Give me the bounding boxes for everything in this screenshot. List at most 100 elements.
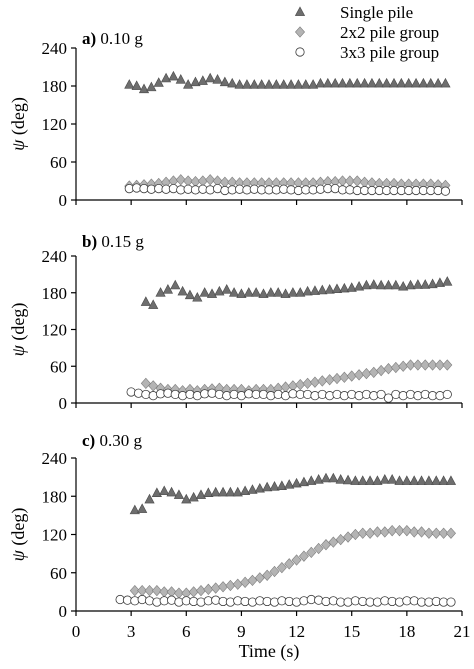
data-point-single-pile — [219, 76, 230, 87]
data-point-2x2-pile-group — [368, 366, 379, 379]
y-tick-label: 240 — [42, 449, 68, 468]
y-tick-label: 240 — [42, 247, 68, 266]
y-axis-title: ψ (deg) — [8, 508, 29, 562]
data-point-single-pile — [306, 475, 317, 485]
data-point-single-pile — [339, 282, 350, 293]
data-point-single-pile — [330, 77, 341, 88]
data-point-single-pile — [374, 77, 385, 88]
y-tick-label: 0 — [59, 602, 68, 621]
data-point-2x2-pile-group — [276, 561, 287, 574]
data-point-single-pile — [352, 77, 363, 88]
data-point-single-pile — [254, 482, 265, 493]
data-point-single-pile — [271, 79, 282, 89]
data-point-single-pile — [313, 474, 324, 484]
data-point-2x2-pile-group — [423, 527, 434, 539]
legend-label: Single pile — [340, 3, 413, 22]
data-point-single-pile — [140, 296, 151, 306]
data-point-2x2-pile-group — [357, 527, 368, 539]
data-point-2x2-pile-group — [306, 546, 317, 559]
data-point-single-pile — [162, 284, 174, 294]
data-point-single-pile — [228, 287, 240, 297]
data-point-single-pile — [138, 83, 150, 94]
y-tick-label: 120 — [42, 115, 68, 134]
data-point-single-pile — [210, 486, 221, 497]
data-point-single-pile — [203, 487, 214, 497]
data-point-single-pile — [236, 288, 247, 298]
data-point-2x2-pile-group — [332, 372, 343, 385]
data-point-2x2-pile-group — [309, 376, 320, 388]
data-point-single-pile — [445, 475, 457, 485]
data-point-2x2-pile-group — [280, 381, 291, 393]
data-point-single-pile — [315, 77, 326, 88]
data-point-2x2-pile-group — [232, 578, 243, 590]
data-point-single-pile — [431, 475, 442, 485]
data-point-single-pile — [366, 77, 378, 88]
x-tick-label: 3 — [127, 622, 136, 641]
data-point-3x3-pile-group — [376, 389, 386, 400]
data-point-single-pile — [276, 480, 287, 490]
data-point-single-pile — [433, 77, 444, 88]
series-single-pile — [124, 70, 451, 94]
x-tick-label: 15 — [343, 622, 360, 641]
data-point-2x2-pile-group — [352, 175, 363, 187]
data-point-2x2-pile-group — [328, 536, 339, 548]
data-point-single-pile — [177, 285, 188, 296]
data-point-2x2-pile-group — [203, 583, 214, 595]
data-point-single-pile — [247, 484, 258, 494]
data-point-2x2-pile-group — [129, 584, 140, 597]
data-point-single-pile — [146, 81, 157, 92]
series-3x3-pile-group — [115, 594, 456, 607]
data-point-single-pile — [383, 279, 394, 290]
data-point-2x2-pile-group — [188, 586, 199, 598]
data-point-single-pile — [328, 472, 339, 483]
data-point-single-pile — [262, 481, 273, 492]
data-point-single-pile — [403, 77, 414, 88]
data-point-2x2-pile-group — [298, 550, 309, 562]
axis-lines — [75, 256, 462, 404]
data-point-single-pile — [241, 79, 253, 89]
data-point-single-pile — [342, 474, 354, 485]
data-point-single-pile — [232, 486, 243, 497]
data-point-2x2-pile-group — [320, 539, 331, 551]
legend-marker-triangle — [294, 6, 306, 16]
axis-lines — [75, 48, 462, 201]
data-point-single-pile — [131, 80, 142, 90]
y-axis-title: ψ (deg) — [8, 303, 29, 357]
x-axis-title: Time (s) — [239, 641, 300, 662]
data-point-single-pile — [168, 70, 179, 81]
data-point-single-pile — [364, 475, 376, 485]
data-point-single-pile — [357, 475, 368, 485]
data-point-single-pile — [308, 79, 319, 89]
data-point-single-pile — [285, 79, 297, 89]
y-tick-label: 60 — [50, 153, 67, 172]
data-point-2x2-pile-group — [445, 527, 456, 539]
data-point-single-pile — [302, 285, 313, 296]
data-point-2x2-pile-group — [225, 579, 236, 592]
data-point-2x2-pile-group — [427, 359, 438, 371]
data-point-single-pile — [410, 77, 422, 88]
data-point-single-pile — [320, 472, 332, 483]
legend-marker-circle — [295, 47, 305, 57]
data-point-single-pile — [243, 287, 254, 297]
y-tick-label: 60 — [50, 564, 67, 583]
data-point-2x2-pile-group — [401, 525, 412, 537]
x-tick-label: 0 — [72, 622, 81, 641]
data-point-single-pile — [273, 287, 284, 297]
data-point-single-pile — [166, 486, 177, 497]
data-point-single-pile — [390, 279, 401, 290]
data-point-single-pile — [155, 287, 166, 297]
data-point-single-pile — [280, 288, 291, 298]
data-point-2x2-pile-group — [284, 558, 295, 570]
data-point-2x2-pile-group — [210, 582, 221, 594]
data-point-single-pile — [206, 288, 218, 298]
data-point-single-pile — [344, 77, 355, 88]
data-point-single-pile — [381, 77, 392, 88]
legend-label: 2x2 pile group — [340, 23, 439, 42]
data-point-single-pile — [438, 475, 449, 485]
data-point-2x2-pile-group — [383, 363, 394, 375]
data-point-single-pile — [322, 77, 333, 88]
data-point-single-pile — [361, 279, 372, 290]
